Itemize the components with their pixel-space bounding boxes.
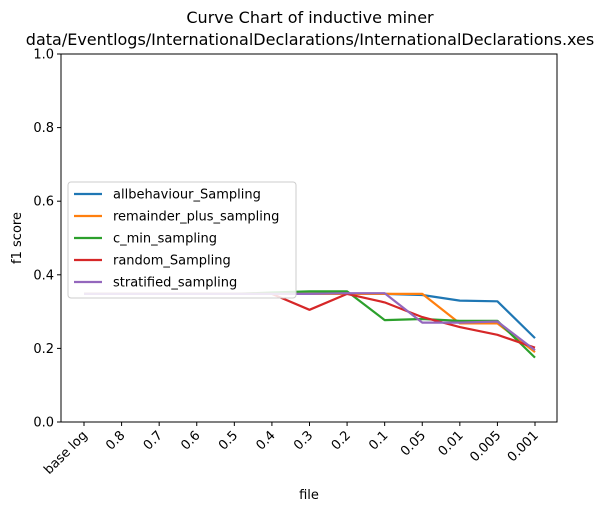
series-line-allbehaviour_Sampling [84,292,536,339]
legend-label: remainder_plus_sampling [113,210,279,225]
legend-label: c_min_sampling [113,232,217,247]
legend: allbehaviour_Sampling remainder_plus_samp… [67,181,297,299]
y-axis-label: f1 score [10,212,25,264]
x-tick-label: 0.5 [216,428,241,453]
chart-subtitle: data/Eventlogs/InternationalDeclarations… [26,30,594,49]
legend-label: random_Sampling [113,254,231,269]
x-tick-label: 0.001 [505,428,542,465]
y-tick-label: 0.4 [33,268,54,283]
y-tick-label: 1.0 [33,48,54,63]
x-tick-label: 0.01 [436,428,467,459]
chart-title: Curve Chart of inductive miner [186,8,434,27]
y-tick-label: 0.6 [33,195,54,210]
x-tick-label: base log [41,428,90,477]
x-tick-label: 0.005 [467,428,504,465]
y-tick-label: 0.2 [33,342,54,357]
y-tick-label: 0.0 [33,416,54,431]
legend-label: allbehaviour_Sampling [113,188,261,203]
x-tick-label: 0.05 [398,428,429,459]
x-tick-label: 0.1 [366,428,391,453]
x-tick-label: 0.3 [291,428,316,453]
x-tick-label: 0.7 [141,428,166,453]
x-axis-label: file [299,488,319,503]
series-layer [84,290,536,359]
x-tick-label: 0.2 [329,428,354,453]
legend-label: stratified_sampling [113,276,237,291]
x-tick-label: 0.6 [178,428,203,453]
x-tick-label: 0.4 [254,428,279,453]
x-tick-label: 0.8 [103,428,128,453]
y-axis: 0.0 0.2 0.4 0.6 0.8 1.0 [33,48,61,431]
y-tick-label: 0.8 [33,121,54,136]
legend-box [67,181,297,299]
x-axis: base log 0.8 0.7 0.6 0.5 0.4 0.3 0.2 0.1 0.05 0.01… [41,422,542,478]
